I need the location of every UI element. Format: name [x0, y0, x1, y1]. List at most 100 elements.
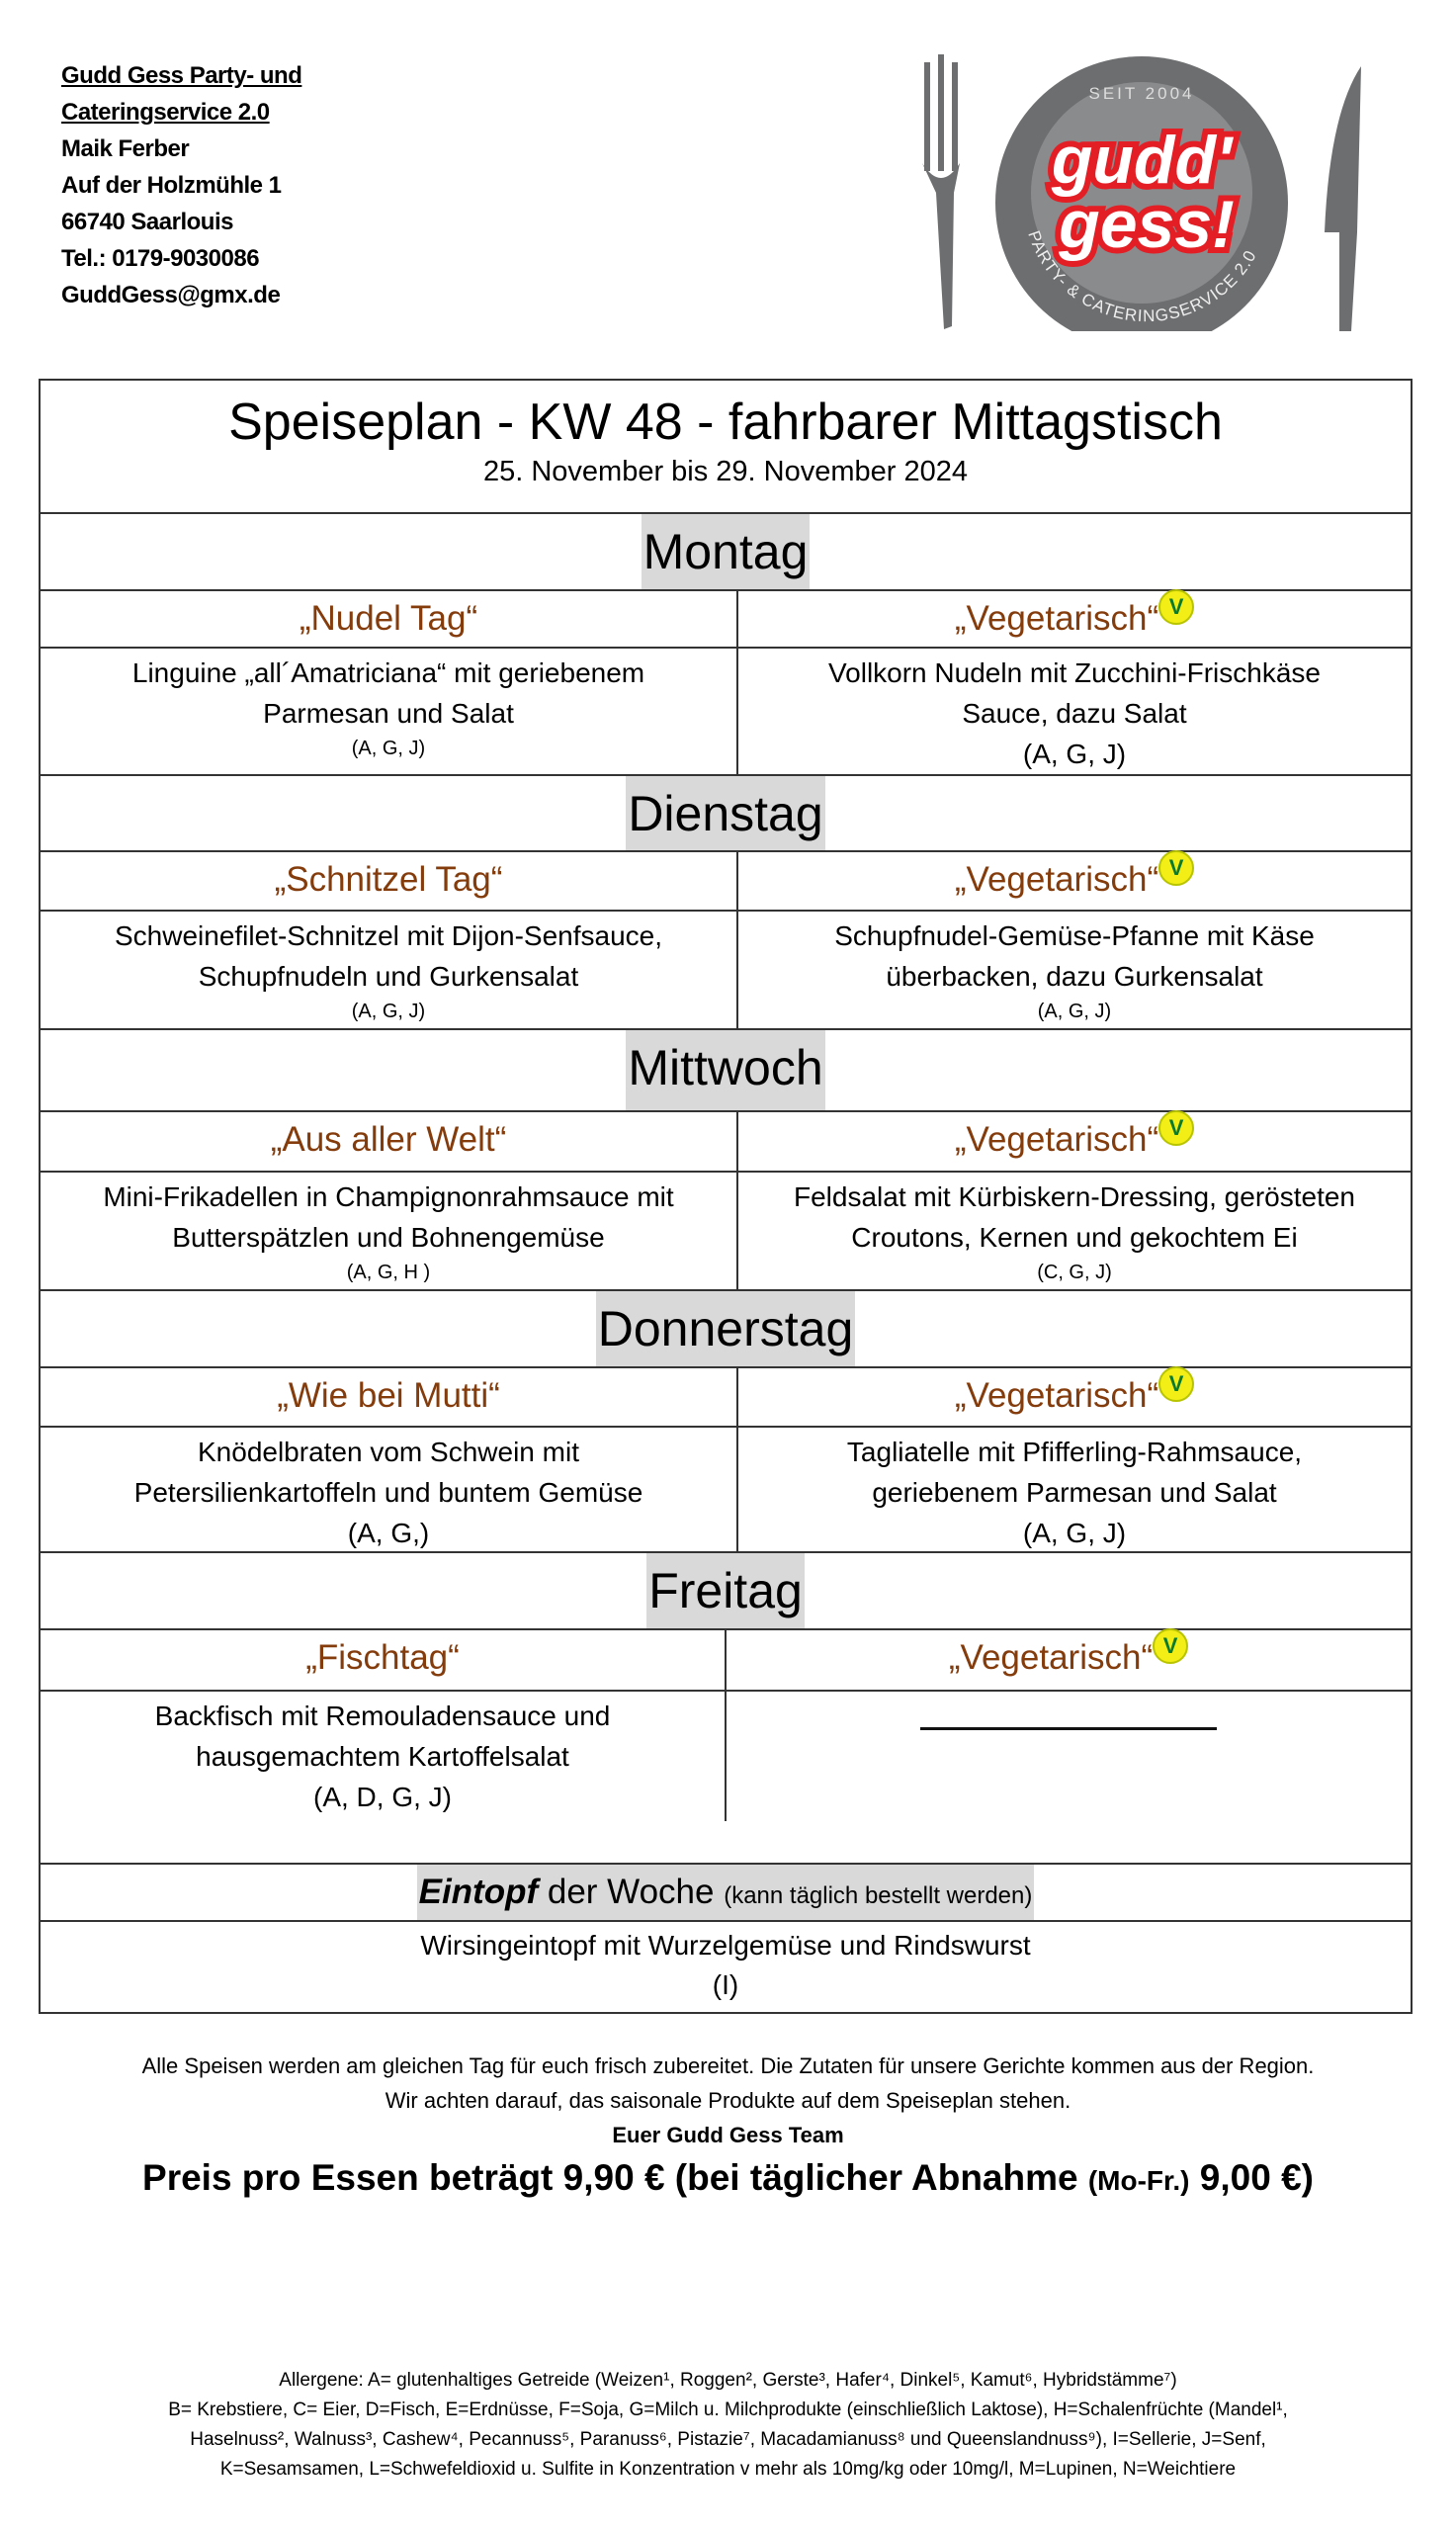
- dish-row-dienstag: Schweinefilet-Schnitzel mit Dijon-Senfsa…: [41, 912, 1411, 1030]
- dish-line: Croutons, Kernen und gekochtem Ei: [851, 1222, 1298, 1253]
- vegetarian-category-cell: „Vegetarisch“: [738, 1366, 1411, 1426]
- vegetarian-dish-cell: [727, 1692, 1411, 1821]
- day-name: Dienstag: [626, 776, 825, 850]
- day-header-donnerstag: Donnerstag: [41, 1291, 1411, 1368]
- dish-line: Linguine „all´Amatriciana“ mit geriebene…: [131, 657, 645, 688]
- vegetarian-v-label-icon: [1158, 850, 1195, 886]
- fork-icon: [922, 54, 960, 329]
- vegetarian-category-cell: „Vegetarisch“: [738, 589, 1411, 647]
- main-dish-cell: Schweinefilet-Schnitzel mit Dijon-Senfsa…: [41, 912, 738, 1028]
- main-dish-cell: Knödelbraten vom Schwein mit Petersilienk…: [41, 1428, 738, 1551]
- main-category: „Wie bei Mutti“: [277, 1376, 500, 1415]
- email: GuddGess@gmx.de: [61, 282, 281, 308]
- knife-icon: [1325, 66, 1361, 331]
- main-category: „Aus aller Welt“: [270, 1120, 507, 1159]
- main-category-cell: „Wie bei Mutti“: [41, 1368, 738, 1426]
- dish-line: Backfisch mit Remouladensauce und: [154, 1701, 611, 1731]
- price-line: Preis pro Essen beträgt 9,90 € (bei tägl…: [0, 2157, 1456, 2199]
- dish-line: überbacken, dazu Gurkensalat: [886, 961, 1263, 992]
- day-name: Mittwoch: [626, 1030, 825, 1110]
- footer-signature: Euer Gudd Gess Team: [612, 2123, 844, 2147]
- date-range: 25. November bis 29. November 2024: [482, 456, 969, 487]
- vegetarian-category: „Vegetarisch“: [954, 860, 1159, 899]
- allergen-line: K=Sesamsamen, L=Schwefeldioxid u. Sulfit…: [219, 2459, 1237, 2480]
- eintopf-allergens: (I): [712, 1969, 739, 2000]
- main-category-cell: „Nudel Tag“: [41, 591, 738, 647]
- dish-line: Knödelbraten vom Schwein mit: [198, 1437, 579, 1467]
- dish-line: Butterspätzlen und Bohnengemüse: [172, 1222, 605, 1253]
- dish-line: Mini-Frikadellen in Champignonrahmsauce …: [103, 1181, 674, 1212]
- allergen-codes: (C, G, J): [1037, 1262, 1112, 1283]
- vegetarian-dish-cell: Vollkorn Nudeln mit Zucchini-Frischkäse S…: [738, 649, 1411, 774]
- dish-line: Schweinefilet-Schnitzel mit Dijon-Senfsa…: [114, 920, 663, 951]
- day-header-montag: Montag: [41, 514, 1411, 591]
- no-dish-line: [920, 1727, 1217, 1730]
- eintopf-dish: Wirsingeintopf mit Wurzelgemüse und Rind…: [420, 1930, 1031, 1961]
- day-header-freitag: Freitag: [41, 1553, 1411, 1630]
- dish-line: Schupfnudeln und Gurkensalat: [198, 961, 579, 992]
- day-header-dienstag: Dienstag: [41, 776, 1411, 852]
- allergen-line: Allergene: A= glutenhaltiges Getreide (W…: [279, 2370, 1177, 2391]
- allergen-codes: (A, G, J): [351, 738, 426, 759]
- dish-line: geriebenem Parmesan und Salat: [872, 1477, 1277, 1508]
- footer-note: Alle Speisen werden am gleichen Tag für …: [0, 2049, 1456, 2152]
- main-dish-cell: Backfisch mit Remouladensauce und hausgem…: [41, 1692, 727, 1821]
- dish-row-donnerstag: Knödelbraten vom Schwein mit Petersilienk…: [41, 1428, 1411, 1553]
- allergen-codes: (A, G, J): [1022, 739, 1127, 769]
- svg-text:gess!: gess!: [1058, 187, 1235, 262]
- category-row-mittwoch: „Aus aller Welt“ „Vegetarisch“: [41, 1110, 1411, 1173]
- main-category: „Nudel Tag“: [299, 599, 478, 638]
- dish-row-freitag: Backfisch mit Remouladensauce und hausgem…: [41, 1692, 1411, 1821]
- day-name: Freitag: [646, 1553, 805, 1628]
- spacer-row: [41, 1821, 1411, 1865]
- owner-name: Maik Ferber: [61, 135, 190, 162]
- title-row: Speiseplan - KW 48 - fahrbarer Mittagsti…: [41, 381, 1411, 514]
- allergen-codes: (A, G, J): [1037, 1001, 1112, 1022]
- allergen-codes: (A, D, G, J): [313, 1782, 452, 1812]
- allergen-legend: Allergene: A= glutenhaltiges Getreide (W…: [0, 2366, 1456, 2485]
- vegetarian-category-cell: „Vegetarisch“: [738, 850, 1411, 910]
- allergen-line: B= Krebstiere, C= Eier, D=Fisch, E=Erdnü…: [168, 2400, 1288, 2420]
- dish-line: Feldsalat mit Kürbiskern-Dressing, gerös…: [793, 1181, 1355, 1212]
- main-category-cell: „Aus aller Welt“: [41, 1112, 738, 1171]
- eintopf-title-rest: der Woche: [538, 1873, 725, 1911]
- main-dish-cell: Mini-Frikadellen in Champignonrahmsauce …: [41, 1173, 738, 1289]
- phone: Tel.: 0179-9030086: [61, 245, 260, 272]
- company-address: Gudd Gess Party- und Cateringservice 2.0…: [61, 57, 302, 313]
- svg-text:gudd': gudd': [1051, 123, 1235, 198]
- dish-row-mittwoch: Mini-Frikadellen in Champignonrahmsauce …: [41, 1173, 1411, 1291]
- vegetarian-v-label-icon: [1158, 589, 1195, 625]
- vegetarian-v-label-icon: [1158, 1366, 1195, 1402]
- eintopf-bold: Eintopf: [418, 1873, 539, 1911]
- price-text: Preis pro Essen beträgt 9,90 € (bei tägl…: [142, 2157, 1088, 2198]
- city: 66740 Saarlouis: [61, 209, 233, 235]
- vegetarian-dish-cell: Tagliatelle mit Pfifferling-Rahmsauce, ge…: [738, 1428, 1411, 1551]
- category-row-dienstag: „Schnitzel Tag“ „Vegetarisch“: [41, 850, 1411, 912]
- vegetarian-category: „Vegetarisch“: [948, 1638, 1154, 1677]
- vegetarian-v-label-icon: [1153, 1628, 1189, 1664]
- main-category-cell: „Schnitzel Tag“: [41, 852, 738, 910]
- footer-line-1: Alle Speisen werden am gleichen Tag für …: [141, 2053, 1315, 2078]
- main-category-cell: „Fischtag“: [41, 1630, 727, 1690]
- day-header-mittwoch: Mittwoch: [41, 1030, 1411, 1112]
- street: Auf der Holzmühle 1: [61, 172, 282, 199]
- eintopf-body: Wirsingeintopf mit Wurzelgemüse und Rind…: [41, 1922, 1411, 2012]
- main-category: „Fischtag“: [305, 1638, 460, 1677]
- vegetarian-category-cell: „Vegetarisch“: [738, 1110, 1411, 1171]
- day-name: Montag: [641, 514, 811, 589]
- dish-line: hausgemachtem Kartoffelsalat: [196, 1741, 569, 1772]
- vegetarian-category: „Vegetarisch“: [954, 1120, 1159, 1159]
- vegetarian-category: „Vegetarisch“: [954, 599, 1159, 638]
- allergen-codes: (A, G,): [347, 1518, 430, 1548]
- dish-line: Parmesan und Salat: [263, 698, 514, 729]
- dish-line: Sauce, dazu Salat: [962, 698, 1187, 729]
- vegetarian-v-label-icon: [1158, 1110, 1195, 1146]
- price-daily: 9,00 €): [1189, 2157, 1314, 2198]
- eintopf-header: Eintopf der Woche (kann täglich bestellt…: [41, 1865, 1411, 1922]
- eintopf-note: (kann täglich bestellt werden): [724, 1882, 1033, 1909]
- vegetarian-category-cell: „Vegetarisch“: [727, 1628, 1411, 1690]
- day-name: Donnerstag: [595, 1291, 856, 1366]
- menu-table: Speiseplan - KW 48 - fahrbarer Mittagsti…: [39, 379, 1413, 2014]
- dish-row-montag: Linguine „all´Amatriciana“ mit geriebene…: [41, 649, 1411, 776]
- category-row-montag: „Nudel Tag“ „Vegetarisch“: [41, 589, 1411, 649]
